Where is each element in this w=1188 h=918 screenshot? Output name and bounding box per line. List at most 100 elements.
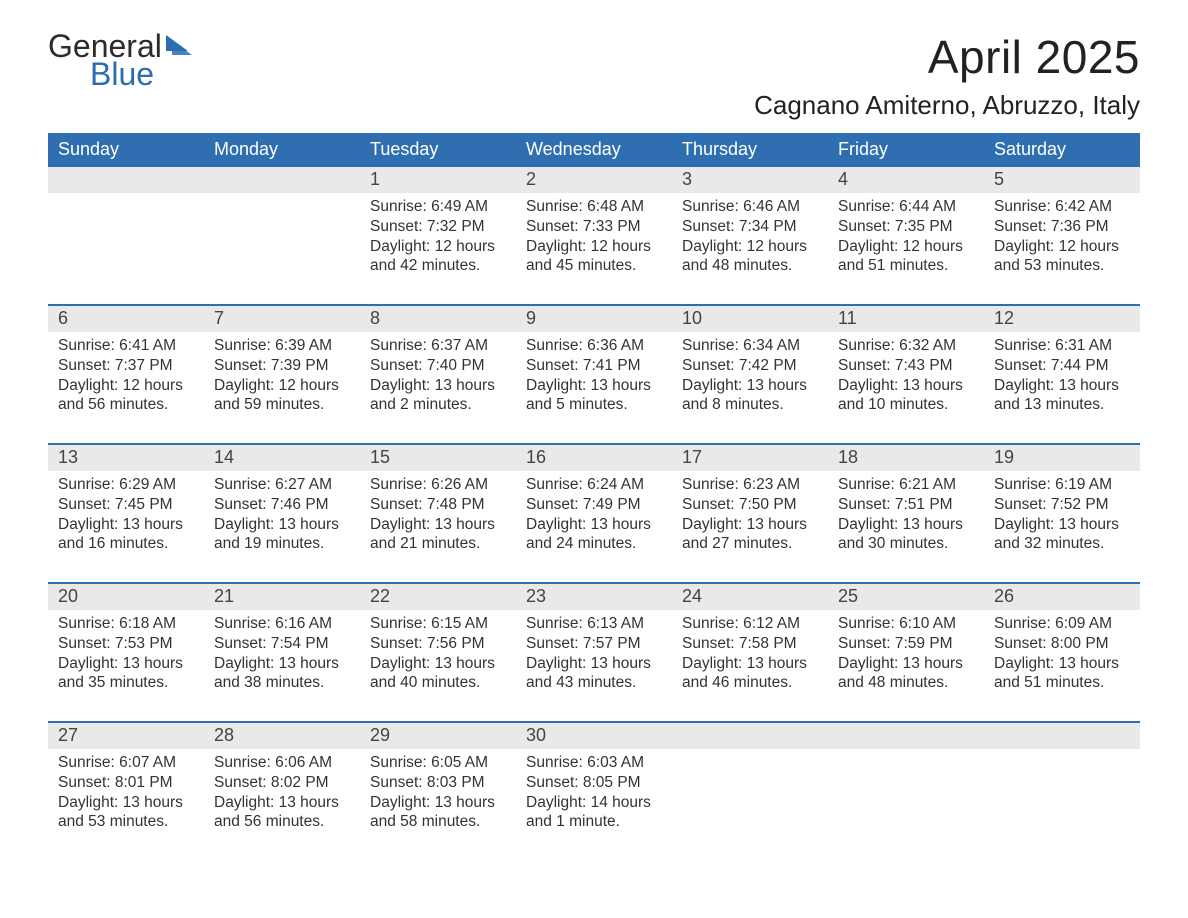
daylight-line: Daylight: 13 hours and 30 minutes. (838, 515, 974, 555)
day-detail-cell: Sunrise: 6:03 AMSunset: 8:05 PMDaylight:… (516, 749, 672, 861)
detail-row: Sunrise: 6:29 AMSunset: 7:45 PMDaylight:… (48, 471, 1140, 583)
sunset-line: Sunset: 7:41 PM (526, 356, 662, 376)
day-detail-cell (672, 749, 828, 861)
day-number-cell: 14 (204, 444, 360, 471)
day-number-cell: 30 (516, 722, 672, 749)
sunrise-line: Sunrise: 6:41 AM (58, 336, 194, 356)
daylight-line: Daylight: 13 hours and 13 minutes. (994, 376, 1130, 416)
day-detail-cell: Sunrise: 6:49 AMSunset: 7:32 PMDaylight:… (360, 193, 516, 305)
sunset-line: Sunset: 7:39 PM (214, 356, 350, 376)
weekday-header: Sunday (48, 133, 204, 167)
day-number-cell (672, 722, 828, 749)
day-detail-cell: Sunrise: 6:37 AMSunset: 7:40 PMDaylight:… (360, 332, 516, 444)
day-number-cell (984, 722, 1140, 749)
daylight-line: Daylight: 12 hours and 48 minutes. (682, 237, 818, 277)
sunrise-line: Sunrise: 6:13 AM (526, 614, 662, 634)
detail-row: Sunrise: 6:49 AMSunset: 7:32 PMDaylight:… (48, 193, 1140, 305)
day-detail-cell: Sunrise: 6:13 AMSunset: 7:57 PMDaylight:… (516, 610, 672, 722)
day-number-cell: 24 (672, 583, 828, 610)
sunset-line: Sunset: 7:37 PM (58, 356, 194, 376)
daylight-line: Daylight: 12 hours and 42 minutes. (370, 237, 506, 277)
sunset-line: Sunset: 7:53 PM (58, 634, 194, 654)
sunrise-line: Sunrise: 6:27 AM (214, 475, 350, 495)
day-number-cell (204, 167, 360, 193)
weekday-header: Friday (828, 133, 984, 167)
sunrise-line: Sunrise: 6:36 AM (526, 336, 662, 356)
sunrise-line: Sunrise: 6:16 AM (214, 614, 350, 634)
title-block: April 2025 Cagnano Amiterno, Abruzzo, It… (754, 30, 1140, 121)
daylight-line: Daylight: 12 hours and 51 minutes. (838, 237, 974, 277)
daylight-line: Daylight: 13 hours and 51 minutes. (994, 654, 1130, 694)
sunset-line: Sunset: 7:33 PM (526, 217, 662, 237)
calendar-table: SundayMondayTuesdayWednesdayThursdayFrid… (48, 133, 1140, 861)
daylight-line: Daylight: 13 hours and 46 minutes. (682, 654, 818, 694)
daylight-line: Daylight: 12 hours and 59 minutes. (214, 376, 350, 416)
day-number-cell: 18 (828, 444, 984, 471)
day-detail-cell: Sunrise: 6:19 AMSunset: 7:52 PMDaylight:… (984, 471, 1140, 583)
day-detail-cell: Sunrise: 6:16 AMSunset: 7:54 PMDaylight:… (204, 610, 360, 722)
day-number-cell: 10 (672, 305, 828, 332)
day-detail-cell (48, 193, 204, 305)
sunrise-line: Sunrise: 6:34 AM (682, 336, 818, 356)
daylight-line: Daylight: 13 hours and 32 minutes. (994, 515, 1130, 555)
sunrise-line: Sunrise: 6:06 AM (214, 753, 350, 773)
day-number-cell: 15 (360, 444, 516, 471)
detail-row: Sunrise: 6:41 AMSunset: 7:37 PM Daylight:… (48, 332, 1140, 444)
day-detail-cell: Sunrise: 6:10 AMSunset: 7:59 PMDaylight:… (828, 610, 984, 722)
day-number-cell (828, 722, 984, 749)
sunset-line: Sunset: 8:03 PM (370, 773, 506, 793)
sunset-line: Sunset: 7:59 PM (838, 634, 974, 654)
day-detail-cell: Sunrise: 6:21 AMSunset: 7:51 PMDaylight:… (828, 471, 984, 583)
day-number-cell: 16 (516, 444, 672, 471)
daylight-line: Daylight: 13 hours and 56 minutes. (214, 793, 350, 833)
daylight-line: Daylight: 14 hours and 1 minute. (526, 793, 662, 833)
day-detail-cell: Sunrise: 6:46 AMSunset: 7:34 PMDaylight:… (672, 193, 828, 305)
weekday-header: Monday (204, 133, 360, 167)
sunrise-line: Sunrise: 6:42 AM (994, 197, 1130, 217)
weekday-header: Thursday (672, 133, 828, 167)
sunset-line: Sunset: 7:52 PM (994, 495, 1130, 515)
sunset-line: Sunset: 7:40 PM (370, 356, 506, 376)
sunset-line: Sunset: 7:42 PM (682, 356, 818, 376)
day-number-cell: 12 (984, 305, 1140, 332)
day-number-cell: 28 (204, 722, 360, 749)
sunset-line: Sunset: 7:32 PM (370, 217, 506, 237)
day-number-cell: 17 (672, 444, 828, 471)
day-number-cell: 2 (516, 167, 672, 193)
day-number-cell: 20 (48, 583, 204, 610)
sunset-line: Sunset: 8:00 PM (994, 634, 1130, 654)
daylight-line: Daylight: 13 hours and 21 minutes. (370, 515, 506, 555)
daynum-row: 20212223242526 (48, 583, 1140, 610)
sunrise-line: Sunrise: 6:48 AM (526, 197, 662, 217)
day-detail-cell: Sunrise: 6:23 AMSunset: 7:50 PMDaylight:… (672, 471, 828, 583)
day-detail-cell: Sunrise: 6:07 AMSunset: 8:01 PMDaylight:… (48, 749, 204, 861)
sunrise-line: Sunrise: 6:49 AM (370, 197, 506, 217)
sunrise-line: Sunrise: 6:32 AM (838, 336, 974, 356)
sunrise-line: Sunrise: 6:37 AM (370, 336, 506, 356)
day-number-cell (48, 167, 204, 193)
sunrise-line: Sunrise: 6:23 AM (682, 475, 818, 495)
day-number-cell: 26 (984, 583, 1140, 610)
sunrise-line: Sunrise: 6:26 AM (370, 475, 506, 495)
sunrise-line: Sunrise: 6:09 AM (994, 614, 1130, 634)
sunset-line: Sunset: 7:58 PM (682, 634, 818, 654)
day-detail-cell: Sunrise: 6:18 AMSunset: 7:53 PMDaylight:… (48, 610, 204, 722)
daylight-line: Daylight: 13 hours and 48 minutes. (838, 654, 974, 694)
sunrise-line: Sunrise: 6:31 AM (994, 336, 1130, 356)
sunrise-line: Sunrise: 6:12 AM (682, 614, 818, 634)
day-detail-cell (984, 749, 1140, 861)
day-number-cell: 3 (672, 167, 828, 193)
day-number-cell: 27 (48, 722, 204, 749)
day-number-cell: 13 (48, 444, 204, 471)
sunrise-line: Sunrise: 6:18 AM (58, 614, 194, 634)
day-number-cell: 7 (204, 305, 360, 332)
sunset-line: Sunset: 7:36 PM (994, 217, 1130, 237)
sunrise-line: Sunrise: 6:39 AM (214, 336, 350, 356)
detail-row: Sunrise: 6:18 AMSunset: 7:53 PMDaylight:… (48, 610, 1140, 722)
month-title: April 2025 (754, 30, 1140, 84)
day-detail-cell: Sunrise: 6:12 AMSunset: 7:58 PMDaylight:… (672, 610, 828, 722)
day-detail-cell: Sunrise: 6:41 AMSunset: 7:37 PMDaylight:… (48, 332, 204, 444)
daylight-line: Daylight: 13 hours and 35 minutes. (58, 654, 194, 694)
daylight-line: Daylight: 13 hours and 53 minutes. (58, 793, 194, 833)
day-detail-cell: Sunrise: 6:36 AMSunset: 7:41 PMDaylight:… (516, 332, 672, 444)
